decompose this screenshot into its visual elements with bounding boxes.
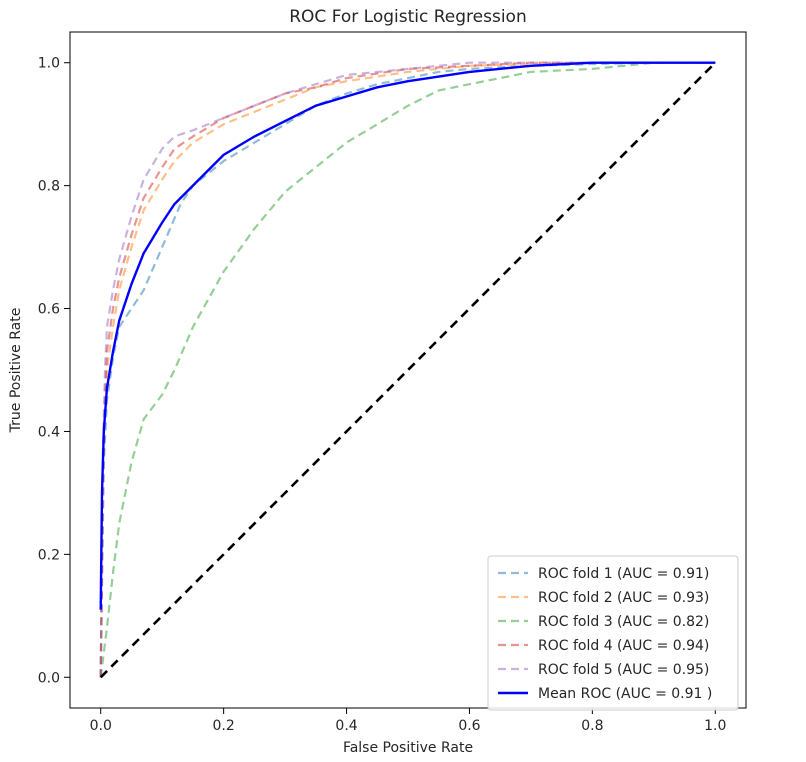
y-tick-label: 0.8 [38, 179, 60, 195]
y-tick-label: 0.2 [38, 547, 60, 563]
legend-entry: ROC fold 4 (AUC = 0.94) [538, 638, 709, 654]
legend-entry: ROC fold 3 (AUC = 0.82) [538, 614, 709, 630]
x-axis-ticks: 0.0 0.2 0.4 0.6 0.8 1.0 [90, 708, 726, 734]
legend-entry: ROC fold 2 (AUC = 0.93) [538, 590, 709, 606]
roc-fold-1-line [99, 61, 716, 678]
legend-entry: Mean ROC (AUC = 0.91 ) [538, 686, 712, 702]
legend-entry: ROC fold 5 (AUC = 0.95) [538, 662, 709, 678]
y-tick-label: 0.4 [38, 424, 60, 440]
x-tick-label: 1.0 [704, 718, 726, 734]
y-axis-ticks: 0.0 0.2 0.4 0.6 0.8 1.0 [38, 56, 70, 686]
y-tick-label: 0.6 [38, 302, 60, 318]
y-tick-label: 1.0 [38, 56, 60, 72]
x-tick-label: 0.0 [90, 718, 112, 734]
roc-curves [99, 61, 717, 679]
x-tick-label: 0.6 [458, 718, 480, 734]
roc-fold-2-line [99, 61, 716, 678]
legend-box [487, 555, 739, 711]
x-tick-label: 0.2 [213, 718, 235, 734]
roc-fold-3-line [99, 61, 716, 678]
x-axis-label: False Positive Rate [343, 740, 473, 756]
mean-roc-line [99, 61, 716, 610]
x-tick-label: 0.4 [335, 718, 357, 734]
y-axis-label: True Positive Rate [8, 308, 24, 434]
legend-entry: ROC fold 1 (AUC = 0.91) [538, 566, 709, 582]
x-tick-label: 0.8 [581, 718, 603, 734]
roc-fold-5-line [99, 61, 716, 678]
y-tick-label: 0.0 [38, 670, 60, 686]
roc-fold-4-line [99, 61, 716, 678]
chance-diagonal-line [99, 61, 717, 679]
plot-frame [69, 31, 747, 709]
legend: ROC fold 1 (AUC = 0.91) ROC fold 2 (AUC =… [487, 555, 739, 711]
chart-title: ROC For Logistic Regression [289, 7, 527, 27]
